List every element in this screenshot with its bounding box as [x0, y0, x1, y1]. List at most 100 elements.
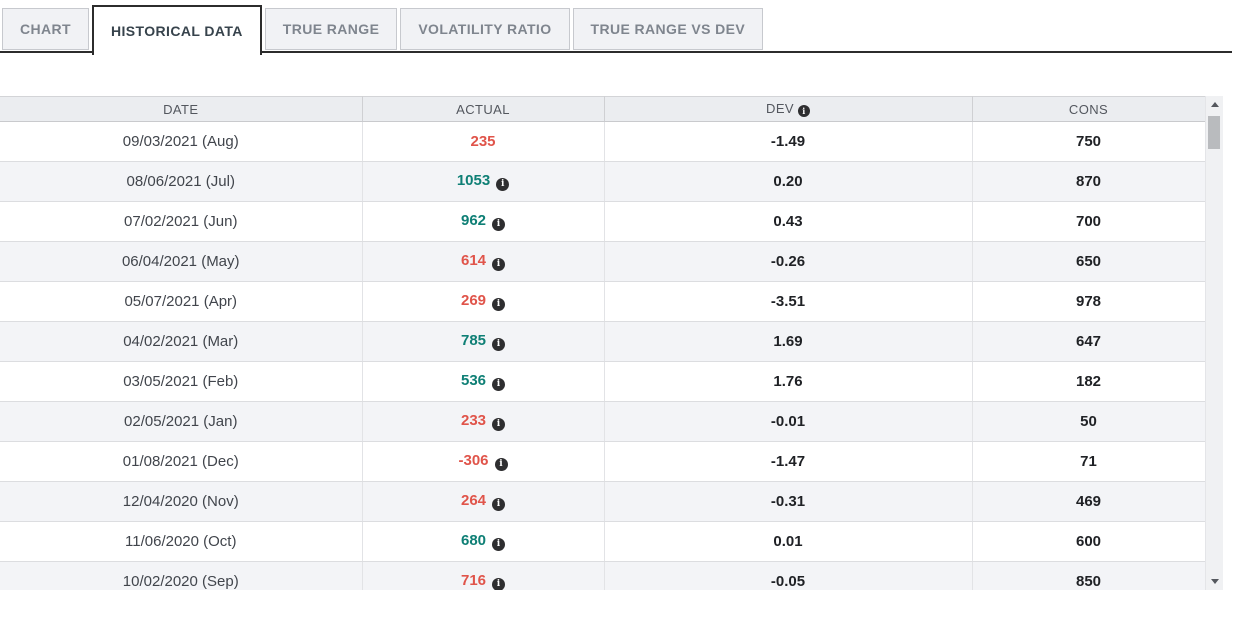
- actual-cell: 962 i: [362, 201, 605, 242]
- actual-cell: 233 i: [362, 401, 605, 442]
- tab-underline: [0, 51, 1232, 53]
- date-cell: 09/03/2021 (Aug): [0, 121, 363, 162]
- info-icon[interactable]: i: [492, 217, 506, 231]
- dev-cell: 1.76: [604, 361, 973, 402]
- actual-cell: 680 i: [362, 521, 605, 562]
- actual-cell: 785 i: [362, 321, 605, 362]
- info-icon[interactable]: i: [492, 417, 506, 431]
- actual-value: 233: [460, 412, 487, 430]
- info-icon[interactable]: i: [492, 257, 506, 271]
- tab-list: CHART HISTORICAL DATA TRUE RANGE VOLATILITY…: [0, 0, 1242, 55]
- actual-cell: 614 i: [362, 241, 605, 282]
- date-cell: 06/04/2021 (May): [0, 241, 363, 282]
- dev-cell: -0.01: [604, 401, 973, 442]
- dev-cell: -0.31: [604, 481, 973, 522]
- info-icon[interactable]: i: [492, 577, 506, 590]
- info-icon[interactable]: i: [492, 337, 506, 351]
- table-row: 10/02/2020 (Sep) 716 i -0.05 850: [0, 561, 1205, 590]
- dev-cell: -3.51: [604, 281, 973, 322]
- actual-cell: 269 i: [362, 281, 605, 322]
- scroll-down-button[interactable]: [1206, 573, 1224, 590]
- date-cell: 04/02/2021 (Mar): [0, 321, 363, 362]
- actual-value: -306: [458, 452, 489, 470]
- actual-cell: 235: [362, 121, 605, 162]
- table-row: 07/02/2021 (Jun) 962 i 0.43 700: [0, 201, 1205, 242]
- table-row: 12/04/2020 (Nov) 264 i -0.31 469: [0, 481, 1205, 522]
- date-cell: 08/06/2021 (Jul): [0, 161, 363, 202]
- actual-value: 785: [460, 332, 487, 350]
- triangle-up-icon: [1211, 102, 1219, 107]
- info-icon[interactable]: i: [492, 297, 506, 311]
- scrollbar-thumb[interactable]: [1208, 116, 1220, 149]
- column-header-label: CONS: [1068, 101, 1109, 117]
- tab-true-range-vs-dev[interactable]: TRUE RANGE VS DEV: [572, 8, 764, 50]
- info-icon[interactable]: i: [494, 457, 508, 471]
- tab-bar: CHART HISTORICAL DATA TRUE RANGE VOLATILITY…: [0, 0, 1242, 55]
- cons-cell: 50: [972, 401, 1205, 442]
- date-cell: 05/07/2021 (Apr): [0, 281, 363, 322]
- dev-cell: 0.20: [604, 161, 973, 202]
- scroll-up-button[interactable]: [1206, 96, 1224, 113]
- date-cell: 03/05/2021 (Feb): [0, 361, 363, 402]
- tab-chart[interactable]: CHART: [2, 8, 89, 50]
- info-icon[interactable]: i: [496, 177, 510, 191]
- table-row: 01/08/2021 (Dec) -306 i -1.47 71: [0, 441, 1205, 482]
- column-header-label: DEV: [766, 101, 794, 116]
- dev-cell: 1.69: [604, 321, 973, 362]
- cons-cell: 182: [972, 361, 1205, 402]
- cons-cell: 600: [972, 521, 1205, 562]
- table-header-row: DATE ACTUAL DEV i CONS: [0, 96, 1205, 122]
- actual-cell: 716 i: [362, 561, 605, 590]
- cons-cell: 978: [972, 281, 1205, 322]
- actual-value: 614: [460, 252, 487, 270]
- table-row: 03/05/2021 (Feb) 536 i 1.76 182: [0, 361, 1205, 402]
- dev-cell: -1.49: [604, 121, 973, 162]
- info-icon[interactable]: i: [492, 537, 506, 551]
- table-row: 08/06/2021 (Jul) 1053 i 0.20 870: [0, 161, 1205, 202]
- historical-data-table: DATE ACTUAL DEV i CONS 09/03/2021 (Aug) 23…: [0, 96, 1205, 590]
- column-header-date: DATE: [0, 96, 363, 122]
- dev-cell: -1.47: [604, 441, 973, 482]
- info-icon[interactable]: i: [797, 105, 810, 117]
- actual-value: 269: [460, 292, 487, 310]
- cons-cell: 750: [972, 121, 1205, 162]
- date-cell: 11/06/2020 (Oct): [0, 521, 363, 562]
- actual-cell: 264 i: [362, 481, 605, 522]
- dev-cell: 0.01: [604, 521, 973, 562]
- tab-true-range[interactable]: TRUE RANGE: [264, 8, 398, 50]
- column-header-label: DATE: [163, 101, 199, 117]
- actual-value: 962: [460, 212, 487, 230]
- column-header-label: ACTUAL: [456, 101, 510, 117]
- actual-value: 536: [460, 372, 487, 390]
- tab-historical-data[interactable]: HISTORICAL DATA: [92, 5, 262, 55]
- info-icon[interactable]: i: [492, 377, 506, 391]
- cons-cell: 469: [972, 481, 1205, 522]
- column-header-cons: CONS: [972, 96, 1205, 122]
- date-cell: 12/04/2020 (Nov): [0, 481, 363, 522]
- date-cell: 01/08/2021 (Dec): [0, 441, 363, 482]
- actual-cell: 536 i: [362, 361, 605, 402]
- table-scrollbar[interactable]: [1205, 96, 1223, 590]
- table-row: 09/03/2021 (Aug) 235 -1.49 750: [0, 121, 1205, 162]
- cons-cell: 870: [972, 161, 1205, 202]
- actual-value: 235: [470, 133, 496, 150]
- table-row: 06/04/2021 (May) 614 i -0.26 650: [0, 241, 1205, 282]
- column-header-dev: DEV i: [604, 96, 973, 122]
- table-row: 04/02/2021 (Mar) 785 i 1.69 647: [0, 321, 1205, 362]
- actual-value: 264: [460, 492, 487, 510]
- table-row: 02/05/2021 (Jan) 233 i -0.01 50: [0, 401, 1205, 442]
- date-cell: 07/02/2021 (Jun): [0, 201, 363, 242]
- actual-cell: 1053 i: [362, 161, 605, 202]
- cons-cell: 700: [972, 201, 1205, 242]
- actual-cell: -306 i: [362, 441, 605, 482]
- actual-value: 716: [460, 572, 487, 590]
- table-row: 05/07/2021 (Apr) 269 i -3.51 978: [0, 281, 1205, 322]
- actual-value: 680: [460, 532, 487, 550]
- actual-value: 1053: [456, 172, 491, 190]
- tab-volatility-ratio[interactable]: VOLATILITY RATIO: [400, 8, 570, 50]
- dev-cell: 0.43: [604, 201, 973, 242]
- cons-cell: 650: [972, 241, 1205, 282]
- info-icon[interactable]: i: [492, 497, 506, 511]
- triangle-down-icon: [1211, 579, 1219, 584]
- cons-cell: 647: [972, 321, 1205, 362]
